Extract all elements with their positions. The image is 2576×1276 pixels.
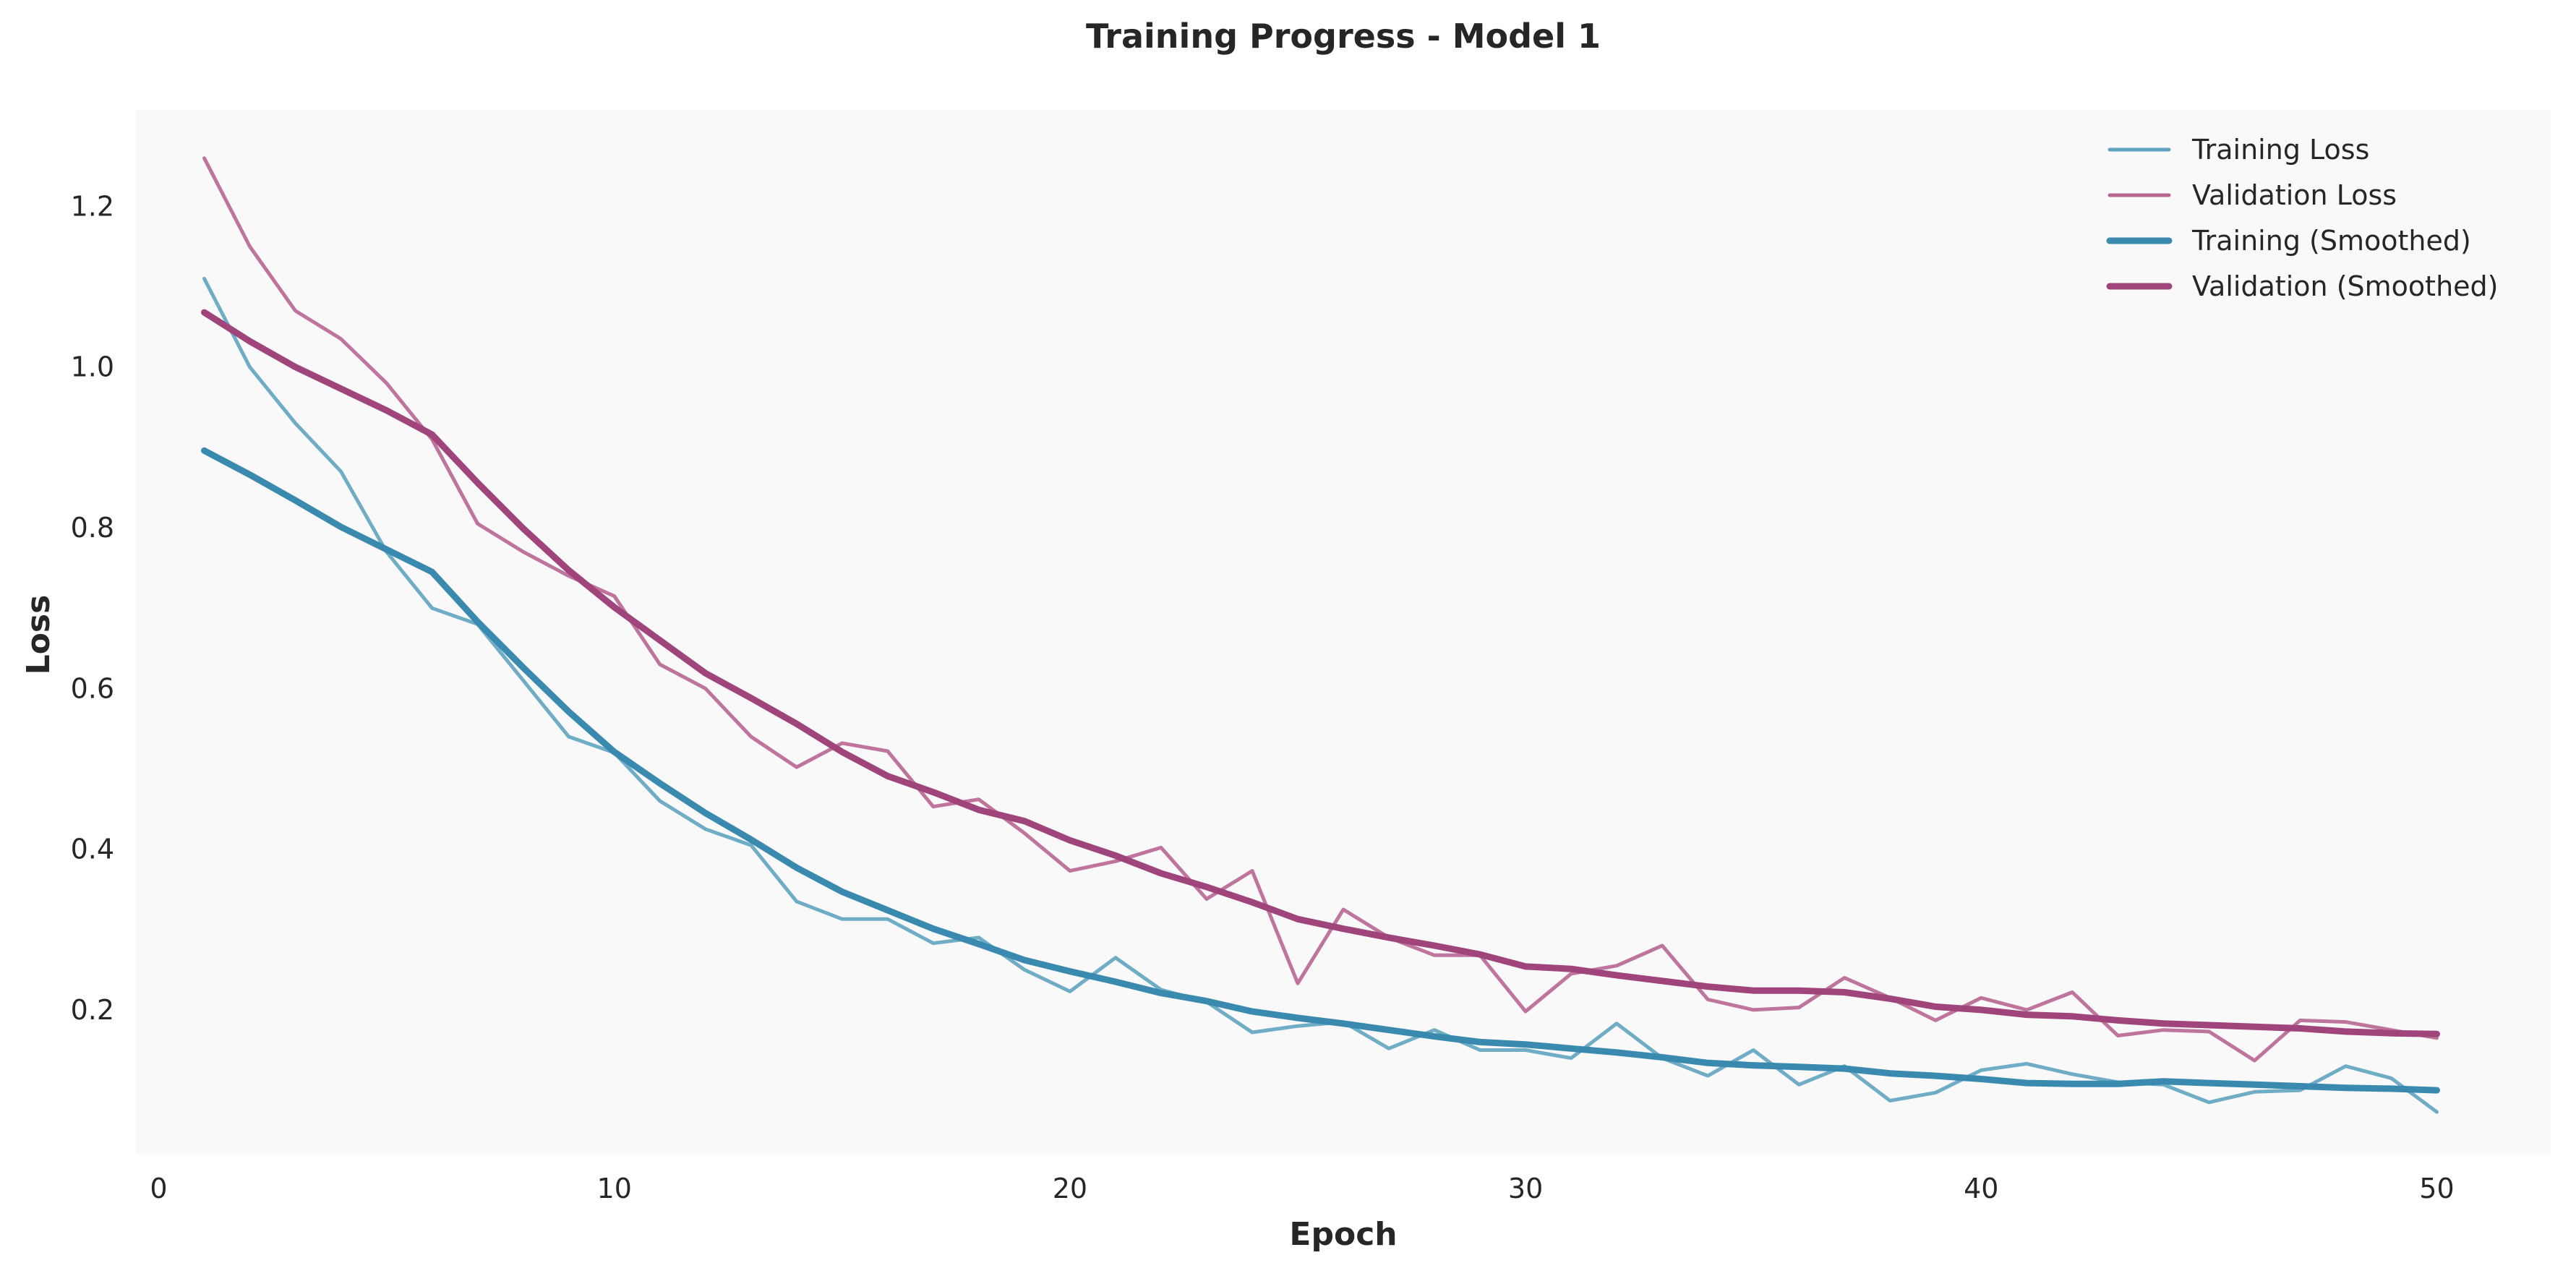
y-tick-label: 1.0 [71, 351, 114, 383]
legend: Training Loss Validation Loss Training (Sm… [2106, 134, 2499, 302]
y-tick-label: 0.2 [71, 994, 114, 1026]
x-axis-label: Epoch [1289, 1216, 1397, 1253]
x-tick-label: 0 [150, 1173, 167, 1204]
x-axis-ticks: 0 10 20 30 40 50 [150, 1173, 2454, 1204]
legend-label: Validation Loss [2192, 179, 2397, 211]
y-axis-label: Loss [20, 595, 57, 675]
x-tick-label: 10 [597, 1173, 632, 1204]
y-tick-label: 1.2 [71, 190, 114, 222]
chart-title: Training Progress - Model 1 [1086, 17, 1601, 56]
legend-label: Training Loss [2191, 134, 2369, 166]
x-tick-label: 30 [1508, 1173, 1543, 1204]
x-tick-label: 50 [2419, 1173, 2454, 1204]
legend-label: Training (Smoothed) [2191, 225, 2471, 257]
y-tick-label: 0.8 [71, 512, 114, 544]
y-tick-label: 0.4 [71, 834, 114, 865]
plot-area-background [136, 110, 2551, 1155]
series-line-3 [201, 447, 2440, 1094]
y-axis-ticks: 0.2 0.4 0.6 0.8 1.0 1.2 [71, 190, 114, 1026]
legend-label: Validation (Smoothed) [2192, 270, 2499, 302]
series-layer [201, 156, 2440, 1114]
x-tick-label: 40 [1964, 1173, 1998, 1204]
x-tick-label: 20 [1053, 1173, 1087, 1204]
y-tick-label: 0.6 [71, 672, 114, 704]
series-line-4 [201, 309, 2440, 1037]
